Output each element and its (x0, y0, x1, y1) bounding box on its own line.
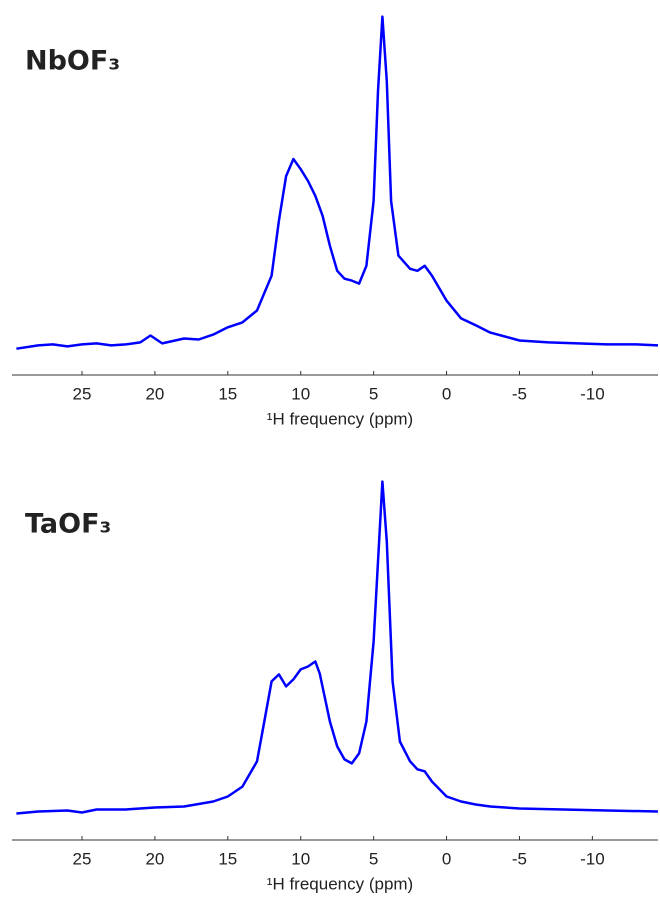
x-tick-label: 5 (369, 384, 378, 403)
x-tick-label: 25 (73, 384, 92, 403)
x-tick-label: 0 (442, 849, 451, 868)
x-tick-label: 5 (369, 849, 378, 868)
x-tick-label: -10 (580, 849, 605, 868)
x-axis-label: ¹H frequency (ppm) (267, 874, 413, 893)
chart-title: TaOF₃ (25, 509, 111, 540)
x-tick-label: 15 (218, 384, 237, 403)
x-tick-label: 15 (218, 849, 237, 868)
x-tick-label: -5 (512, 849, 527, 868)
x-axis-label: ¹H frequency (ppm) (267, 409, 413, 428)
x-tick-label: -10 (580, 384, 605, 403)
x-tick-label: 25 (73, 849, 92, 868)
x-tick-label: 20 (145, 384, 164, 403)
x-tick-label: 10 (291, 384, 310, 403)
x-tick-label: -5 (512, 384, 527, 403)
spectrum-line (16, 480, 659, 815)
chart-title: NbOF₃ (25, 46, 120, 77)
x-tick-label: 0 (442, 384, 451, 403)
x-tick-label: 20 (145, 849, 164, 868)
x-tick-label: 10 (291, 849, 310, 868)
spectrum-line (16, 15, 659, 350)
